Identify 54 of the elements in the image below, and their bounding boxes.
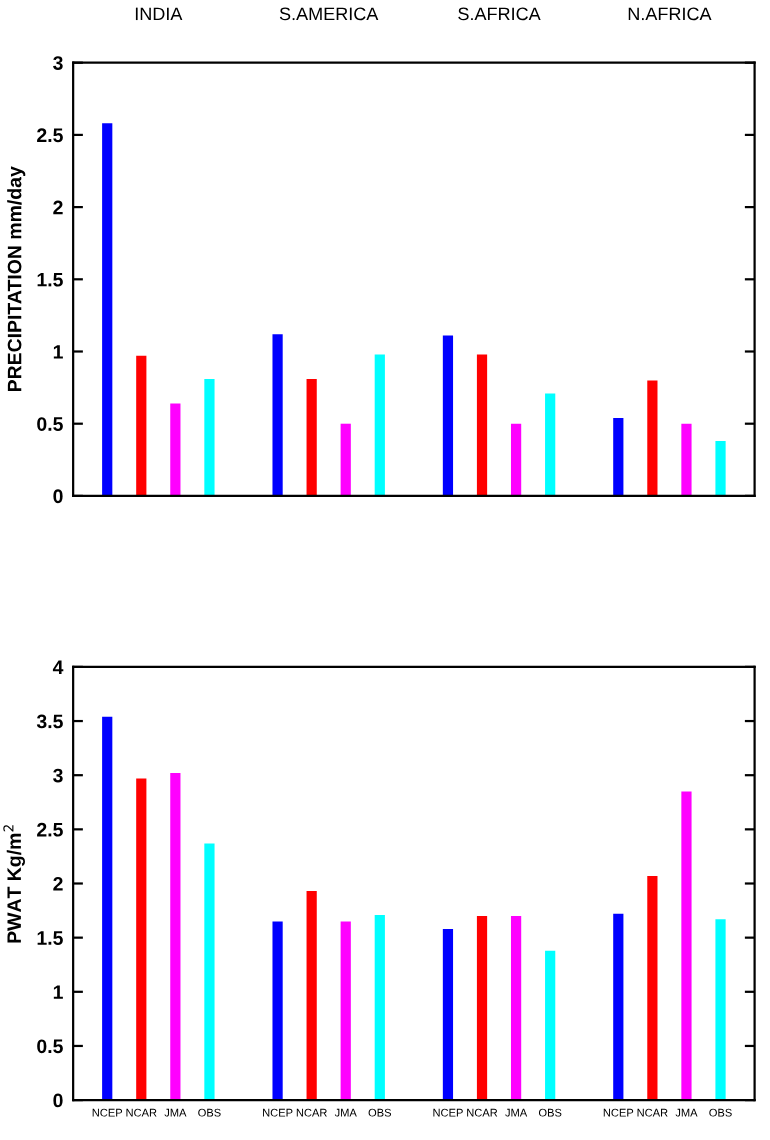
y-tick-label: 1 [53,985,63,999]
bar [613,417,624,496]
y-tick-label: 3 [53,768,63,783]
bar [136,355,147,496]
bar [681,791,692,1101]
bar [613,913,624,1101]
y-tick-label: 1 [53,345,63,359]
bar [545,950,556,1101]
bar [204,843,215,1101]
bar [340,921,351,1101]
x-tick-label: N.AFRICA [628,7,712,21]
bar [272,921,283,1101]
x-tick-label: INDIA [135,7,183,21]
y-tick-label: 0 [53,1093,63,1108]
bar [204,378,215,496]
bar [136,778,147,1101]
bar [374,914,385,1101]
y-tick-label: 2 [53,876,63,891]
bar [510,423,522,496]
bar [102,123,113,496]
bar [647,380,658,496]
bar [715,919,726,1101]
x-tick-label: S.AMERICA [279,7,379,21]
y-tick-label: 1.5 [37,272,63,287]
y-tick-label: 0.5 [37,1039,63,1054]
y-tick-label: 4 [52,660,64,674]
x-tick-label: S.AFRICA [458,7,541,21]
y-tick-label: 3.5 [36,714,63,729]
y-axis-title: PRECIPITATION mm/day [7,166,26,392]
bar [681,423,692,496]
bar [545,393,556,496]
bar [374,354,385,496]
bar [306,378,317,496]
bar [510,915,522,1101]
bar [442,335,454,496]
y-tick-label: 1.5 [37,931,63,945]
bar [442,928,454,1101]
y-tick-label: 2.5 [37,822,63,837]
y-tick-label: 2 [53,200,63,215]
bar [170,403,181,496]
bar [647,875,658,1101]
bar [715,441,726,496]
bar [272,334,283,496]
y-tick-label: 0.5 [37,417,63,431]
bar [340,423,351,496]
bar [476,354,488,496]
y-axis-title: PWAT Kg/m$^{2}$ [3,825,25,943]
bar [170,773,181,1101]
y-tick-label: 0 [53,489,63,504]
bar [102,716,113,1101]
y-tick-label: 2.5 [37,128,63,143]
y-tick-label: 3 [53,56,63,70]
bar [476,915,488,1101]
bar [306,891,317,1101]
